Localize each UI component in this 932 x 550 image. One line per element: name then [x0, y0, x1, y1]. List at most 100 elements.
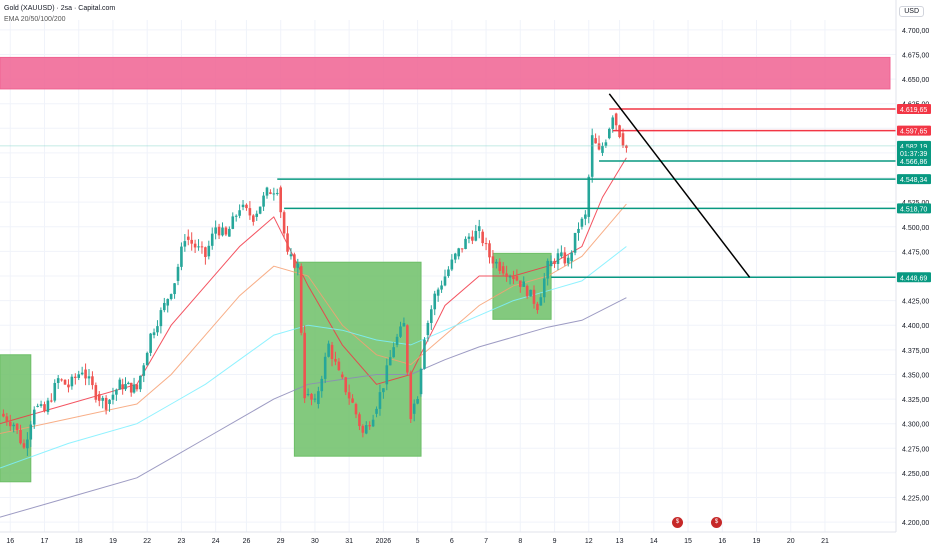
- candle-body: [80, 372, 84, 375]
- time-tick-label: 19: [109, 538, 117, 545]
- candle-body: [279, 187, 282, 213]
- price-label-box: [897, 125, 931, 136]
- candle-body: [621, 133, 625, 146]
- candle-body: [87, 376, 91, 379]
- candle-body: [344, 377, 348, 393]
- price-label-box: [897, 155, 931, 166]
- candle-body: [272, 193, 276, 195]
- candle-body: [94, 385, 98, 400]
- price-tick-label: 4.425,00: [902, 299, 929, 306]
- candle-body: [423, 339, 426, 369]
- price-label-box: [897, 272, 931, 283]
- candles: [2, 112, 628, 456]
- candle-body: [471, 236, 474, 241]
- candle-body: [286, 233, 289, 252]
- price-tick-label: 4.325,00: [902, 397, 929, 404]
- price-tick-label: 4.675,00: [902, 52, 929, 59]
- price-label-text: 01:37:39: [900, 151, 927, 158]
- candle-body: [594, 138, 597, 144]
- candle-body: [108, 399, 111, 404]
- indicator-legend[interactable]: EMA 20/50/100/200: [4, 16, 66, 23]
- candle-body: [320, 378, 324, 392]
- candle-body: [221, 227, 224, 236]
- candle-body: [166, 298, 170, 306]
- candle-body: [217, 226, 221, 236]
- candle-body: [323, 356, 327, 379]
- price-label-text: 4.597,65: [900, 129, 927, 136]
- time-axis[interactable]: 16 17 18 19 22 23 24 26 29 30 31 2026 5 6 7 8 9 12 13 14 15 1…: [0, 531, 896, 545]
- candle-body: [597, 143, 601, 150]
- candle-body: [269, 192, 272, 194]
- candle-body: [347, 392, 351, 399]
- candle-body: [118, 379, 122, 390]
- candle-body: [460, 248, 464, 250]
- candle-body: [159, 310, 163, 327]
- candle-body: [183, 241, 187, 247]
- candle-body: [204, 247, 207, 258]
- candle-body: [56, 378, 60, 383]
- candle-body: [495, 261, 498, 264]
- zone-box: [293, 261, 422, 457]
- candle-body: [258, 206, 262, 214]
- candle-body: [457, 248, 460, 257]
- candle-body: [584, 214, 587, 219]
- candle-body: [176, 266, 180, 281]
- candle-body: [306, 394, 310, 396]
- trendline[interactable]: [608, 93, 751, 278]
- time-tick-label: 19: [753, 538, 761, 545]
- candle-body: [19, 430, 22, 444]
- time-tick-label: 8: [518, 538, 522, 545]
- price-label-text: 4.518,70: [900, 206, 927, 213]
- flag-us-icon[interactable]: $: [711, 517, 722, 528]
- price-axis[interactable]: 4.200,00 4.225,00 4.250,00 4.275,00 4.300,00…: [895, 0, 929, 532]
- candle-body: [525, 285, 529, 297]
- candle-body: [252, 215, 255, 222]
- candle-body: [43, 404, 46, 412]
- price-tick-label: 4.400,00: [902, 323, 929, 330]
- candle-body: [614, 113, 618, 126]
- candle-body: [488, 243, 491, 258]
- candle-body: [412, 403, 416, 414]
- candle-body: [303, 332, 306, 399]
- candle-body: [214, 227, 217, 234]
- candle-body: [549, 260, 553, 267]
- candle-body: [327, 343, 330, 357]
- candle-body: [63, 379, 67, 385]
- symbol-title[interactable]: Gold (XAUUSD) · 2sa · Capital.com: [4, 5, 116, 12]
- price-label-text: 4.582,19: [900, 144, 927, 151]
- candle-body: [416, 399, 419, 404]
- time-tick-label: 12: [585, 538, 593, 545]
- candle-body: [135, 384, 139, 390]
- candle-body: [97, 394, 101, 401]
- candle-body: [36, 405, 39, 407]
- candle-body: [371, 419, 375, 427]
- price-tick-label: 4.250,00: [902, 471, 929, 478]
- candle-body: [15, 423, 19, 431]
- candle-body: [32, 409, 36, 425]
- currency-button[interactable]: USD: [899, 6, 924, 17]
- candle-body: [67, 384, 70, 388]
- candle-body: [433, 293, 437, 310]
- candle-body: [464, 238, 467, 250]
- candle-body: [224, 227, 228, 235]
- candle-body: [529, 289, 532, 297]
- candle-body: [532, 289, 536, 304]
- time-tick-label: 29: [277, 538, 285, 545]
- candle-body: [625, 145, 628, 148]
- price-tick-label: 4.300,00: [902, 422, 929, 429]
- candle-body: [341, 374, 344, 378]
- candle-body: [608, 128, 611, 139]
- candle-body: [587, 176, 591, 217]
- candle-body: [124, 384, 127, 390]
- candle-body: [364, 425, 368, 434]
- price-label-text: 4.566,86: [900, 159, 927, 166]
- price-label-box: [897, 147, 931, 158]
- candle-body: [330, 344, 334, 360]
- candle-body: [210, 233, 214, 246]
- candle-body: [573, 232, 577, 253]
- flag-us-icon[interactable]: $: [672, 517, 683, 528]
- candle-body: [275, 192, 279, 194]
- candle-body: [436, 289, 440, 296]
- candle-body: [522, 281, 526, 287]
